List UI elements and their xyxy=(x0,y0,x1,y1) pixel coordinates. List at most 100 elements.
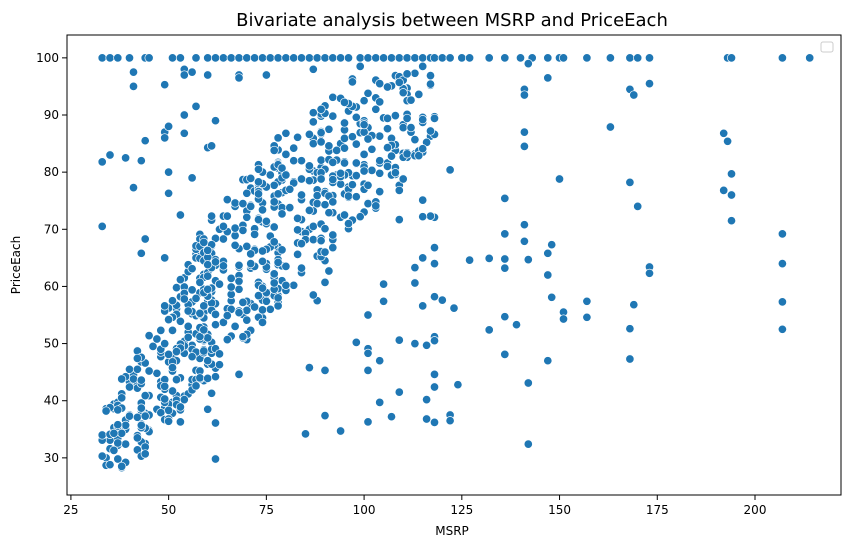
scatter-point xyxy=(308,290,318,300)
scatter-point xyxy=(328,157,338,167)
scatter-point xyxy=(234,276,244,286)
scatter-point xyxy=(347,77,357,87)
scatter-point xyxy=(230,198,240,208)
scatter-point xyxy=(257,53,268,63)
scatter-point xyxy=(214,279,225,289)
scatter-point xyxy=(394,215,404,225)
scatter-point xyxy=(308,235,318,245)
scatter-point xyxy=(437,53,447,63)
scatter-point xyxy=(277,209,287,219)
scatter-point xyxy=(320,200,330,210)
scatter-point xyxy=(359,120,369,130)
scatter-point xyxy=(191,293,201,303)
scatter-point xyxy=(382,143,393,153)
scatter-point xyxy=(113,438,123,448)
scatter-point xyxy=(320,411,330,421)
scatter-point xyxy=(418,253,428,263)
scatter-point xyxy=(117,393,127,403)
scatter-point xyxy=(445,416,455,426)
scatter-point xyxy=(242,188,252,198)
scatter-point xyxy=(253,291,264,301)
scatter-point xyxy=(422,340,432,350)
scatter-point xyxy=(363,417,373,427)
scatter-point xyxy=(171,283,182,293)
scatter-point xyxy=(265,304,275,314)
scatter-point xyxy=(210,320,221,330)
scatter-point xyxy=(320,53,330,63)
scatter-point xyxy=(144,366,154,376)
scatter-point xyxy=(558,314,569,324)
scatter-point xyxy=(336,426,346,436)
scatter-point xyxy=(382,124,393,134)
scatter-point xyxy=(339,97,350,107)
scatter-point xyxy=(304,53,314,63)
scatter-point xyxy=(234,53,244,63)
scatter-points xyxy=(97,53,815,473)
scatter-point xyxy=(359,96,369,106)
scatter-point xyxy=(398,88,408,98)
scatter-point xyxy=(328,111,338,121)
scatter-point xyxy=(203,356,213,366)
scatter-point xyxy=(375,397,385,407)
scatter-point xyxy=(394,185,404,195)
scatter-point xyxy=(175,53,185,63)
scatter-point xyxy=(332,145,342,155)
scatter-point xyxy=(605,122,615,132)
scatter-point xyxy=(719,128,729,138)
scatter-point xyxy=(382,82,393,92)
scatter-point xyxy=(425,126,436,136)
legend-box xyxy=(820,41,834,53)
scatter-point xyxy=(515,53,526,63)
scatter-point xyxy=(226,273,236,283)
scatter-point xyxy=(167,363,178,373)
scatter-point xyxy=(203,245,213,255)
scatter-point xyxy=(398,123,408,133)
scatter-point xyxy=(375,131,385,141)
scatter-point xyxy=(124,411,135,421)
scatter-point xyxy=(777,297,787,307)
scatter-point xyxy=(339,143,350,153)
scatter-point xyxy=(523,255,533,265)
scatter-point xyxy=(218,234,228,244)
scatter-point xyxy=(140,136,150,146)
scatter-point xyxy=(355,61,365,71)
scatter-point xyxy=(128,81,139,91)
scatter-point xyxy=(132,433,142,443)
scatter-point xyxy=(238,297,248,307)
scatter-point xyxy=(320,277,330,287)
scatter-point xyxy=(281,261,291,271)
scatter-point xyxy=(128,183,139,193)
scatter-point xyxy=(250,229,260,239)
scatter-point xyxy=(195,332,205,342)
x-tick-label: 175 xyxy=(646,503,669,517)
scatter-point xyxy=(222,335,232,345)
x-tick-label: 125 xyxy=(450,503,473,517)
scatter-point xyxy=(179,294,189,304)
scatter-point xyxy=(222,211,232,221)
scatter-point xyxy=(418,53,428,63)
scatter-point xyxy=(429,417,440,427)
scatter-point xyxy=(250,302,260,312)
scatter-point xyxy=(519,90,529,100)
y-tick-label: 90 xyxy=(44,108,59,122)
scatter-point xyxy=(777,229,787,239)
scatter-point xyxy=(226,282,236,292)
scatter-point xyxy=(296,263,307,273)
scatter-point xyxy=(253,189,264,199)
scatter-point xyxy=(156,408,166,418)
scatter-point xyxy=(246,173,256,183)
scatter-point xyxy=(230,231,240,241)
scatter-point xyxy=(371,53,381,63)
scatter-point xyxy=(210,309,221,319)
scatter-point xyxy=(210,257,221,267)
scatter-point xyxy=(132,353,142,363)
scatter-point xyxy=(429,113,440,123)
scatter-point xyxy=(97,53,107,63)
scatter-point xyxy=(164,349,174,359)
scatter-point xyxy=(242,315,252,325)
scatter-point xyxy=(218,261,228,271)
scatter-point xyxy=(293,249,303,259)
scatter-point xyxy=(719,185,729,195)
scatter-point xyxy=(371,104,381,114)
scatter-point xyxy=(543,53,553,63)
